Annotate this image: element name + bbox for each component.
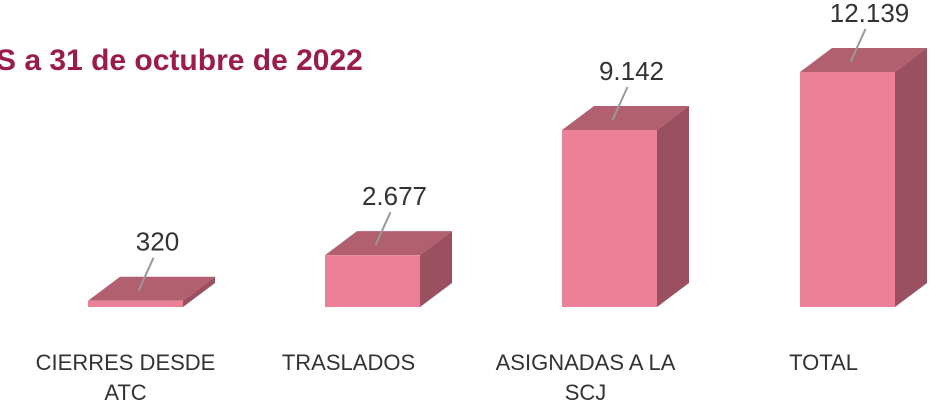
chart-title: S a 31 de octubre de 2022 <box>0 44 363 77</box>
value-label: 2.677 <box>362 181 427 211</box>
category-label: TOTAL <box>789 350 858 375</box>
category-label: CIERRES DESDE ATC <box>35 350 216 405</box>
leader-line <box>849 28 867 63</box>
bar <box>562 130 657 307</box>
bar <box>88 300 183 307</box>
category-label: TRASLADOS <box>281 350 416 375</box>
bar-side <box>183 276 215 307</box>
bar <box>325 255 420 307</box>
bar-top <box>88 276 215 301</box>
leader-line <box>137 257 155 292</box>
bar-top <box>800 48 927 72</box>
value-label: 12.139 <box>830 0 910 28</box>
bar-side <box>420 231 452 307</box>
value-label: 9.142 <box>599 56 664 86</box>
bar-side <box>895 48 927 307</box>
leader-line <box>611 86 629 121</box>
bar-top <box>562 106 689 131</box>
bar <box>800 72 895 307</box>
leader-line <box>374 211 392 246</box>
bar-top <box>325 231 452 256</box>
value-label: 320 <box>136 227 179 257</box>
bar-side <box>657 106 689 307</box>
category-label: ASIGNADAS A LA SCJ <box>495 350 676 405</box>
